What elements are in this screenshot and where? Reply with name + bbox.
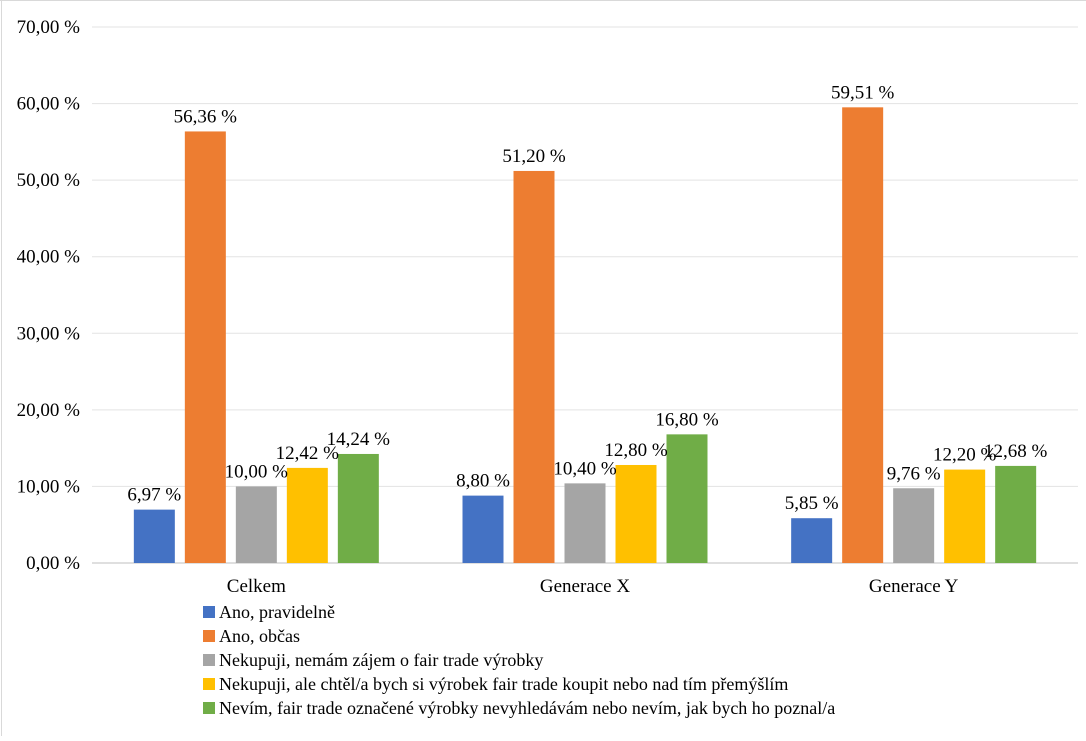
- data-label: 12,68 %: [984, 441, 1048, 462]
- legend-swatch: [203, 678, 215, 690]
- data-label: 12,80 %: [604, 440, 668, 461]
- bar: [995, 465, 1037, 563]
- bar: [615, 464, 657, 563]
- y-tick-label: 50,00 %: [17, 170, 81, 191]
- legend-entry: Nekupuji, nemám zájem o fair trade výrob…: [219, 650, 543, 670]
- bar: [666, 434, 708, 563]
- data-label: 9,76 %: [887, 463, 941, 484]
- bar: [286, 467, 328, 563]
- data-label: 51,20 %: [502, 146, 566, 167]
- data-label: 10,00 %: [225, 461, 289, 482]
- bars: [133, 107, 1037, 564]
- y-tick-label: 30,00 %: [17, 323, 81, 344]
- legend-entry: Nekupuji, ale chtěl/a bych si výrobek fa…: [219, 674, 788, 694]
- category-label: Celkem: [227, 576, 286, 597]
- data-label: 56,36 %: [174, 106, 238, 127]
- data-label: 5,85 %: [785, 493, 839, 514]
- data-label: 6,97 %: [127, 485, 181, 506]
- bar: [462, 495, 504, 563]
- bar: [184, 131, 226, 564]
- bar: [564, 483, 606, 563]
- y-tick-label: 70,00 %: [17, 17, 81, 38]
- legend-swatch: [203, 606, 215, 618]
- data-label: 59,51 %: [831, 82, 895, 103]
- legend-entry: Ano, pravidelně: [219, 602, 335, 622]
- data-label: 12,20 %: [933, 445, 997, 466]
- bar: [893, 488, 935, 563]
- y-tick-label: 10,00 %: [17, 476, 81, 497]
- y-axis-ticks: 0,00 % 10,00 % 20,00 % 30,00 % 40,00 % 50,00 …: [17, 17, 81, 574]
- bar: [133, 509, 175, 563]
- x-axis-categories: Celkem Generace X Generace Y: [227, 576, 959, 597]
- category-label: Generace Y: [869, 576, 959, 597]
- legend-swatch: [203, 630, 215, 642]
- data-labels: 6,97 % 56,36 % 10,00 %12,42 %14,24 % 8,80 %…: [127, 82, 1047, 514]
- data-label: 8,80 %: [456, 471, 510, 492]
- legend-entry: Nevím, fair trade označené výrobky nevyh…: [219, 698, 835, 718]
- y-tick-label: 0,00 %: [26, 553, 80, 574]
- bar: [842, 107, 884, 563]
- data-label: 10,40 %: [553, 458, 617, 479]
- bar: [944, 469, 986, 563]
- legend: Ano, pravidelně Ano, občas Nekupuji, nemám…: [203, 602, 835, 718]
- y-tick-label: 40,00 %: [17, 247, 81, 268]
- legend-entry: Ano, občas: [219, 626, 300, 646]
- category-label: Generace X: [540, 576, 630, 597]
- y-tick-label: 20,00 %: [17, 400, 81, 421]
- bar: [337, 453, 379, 563]
- y-tick-label: 60,00 %: [17, 94, 81, 115]
- legend-swatch: [203, 654, 215, 666]
- bar: [235, 486, 277, 563]
- data-label: 12,42 %: [276, 443, 340, 464]
- data-label: 14,24 %: [327, 429, 391, 450]
- legend-swatch: [203, 702, 215, 714]
- bar: [513, 170, 555, 563]
- data-label: 16,80 %: [655, 409, 719, 430]
- bar: [791, 518, 833, 563]
